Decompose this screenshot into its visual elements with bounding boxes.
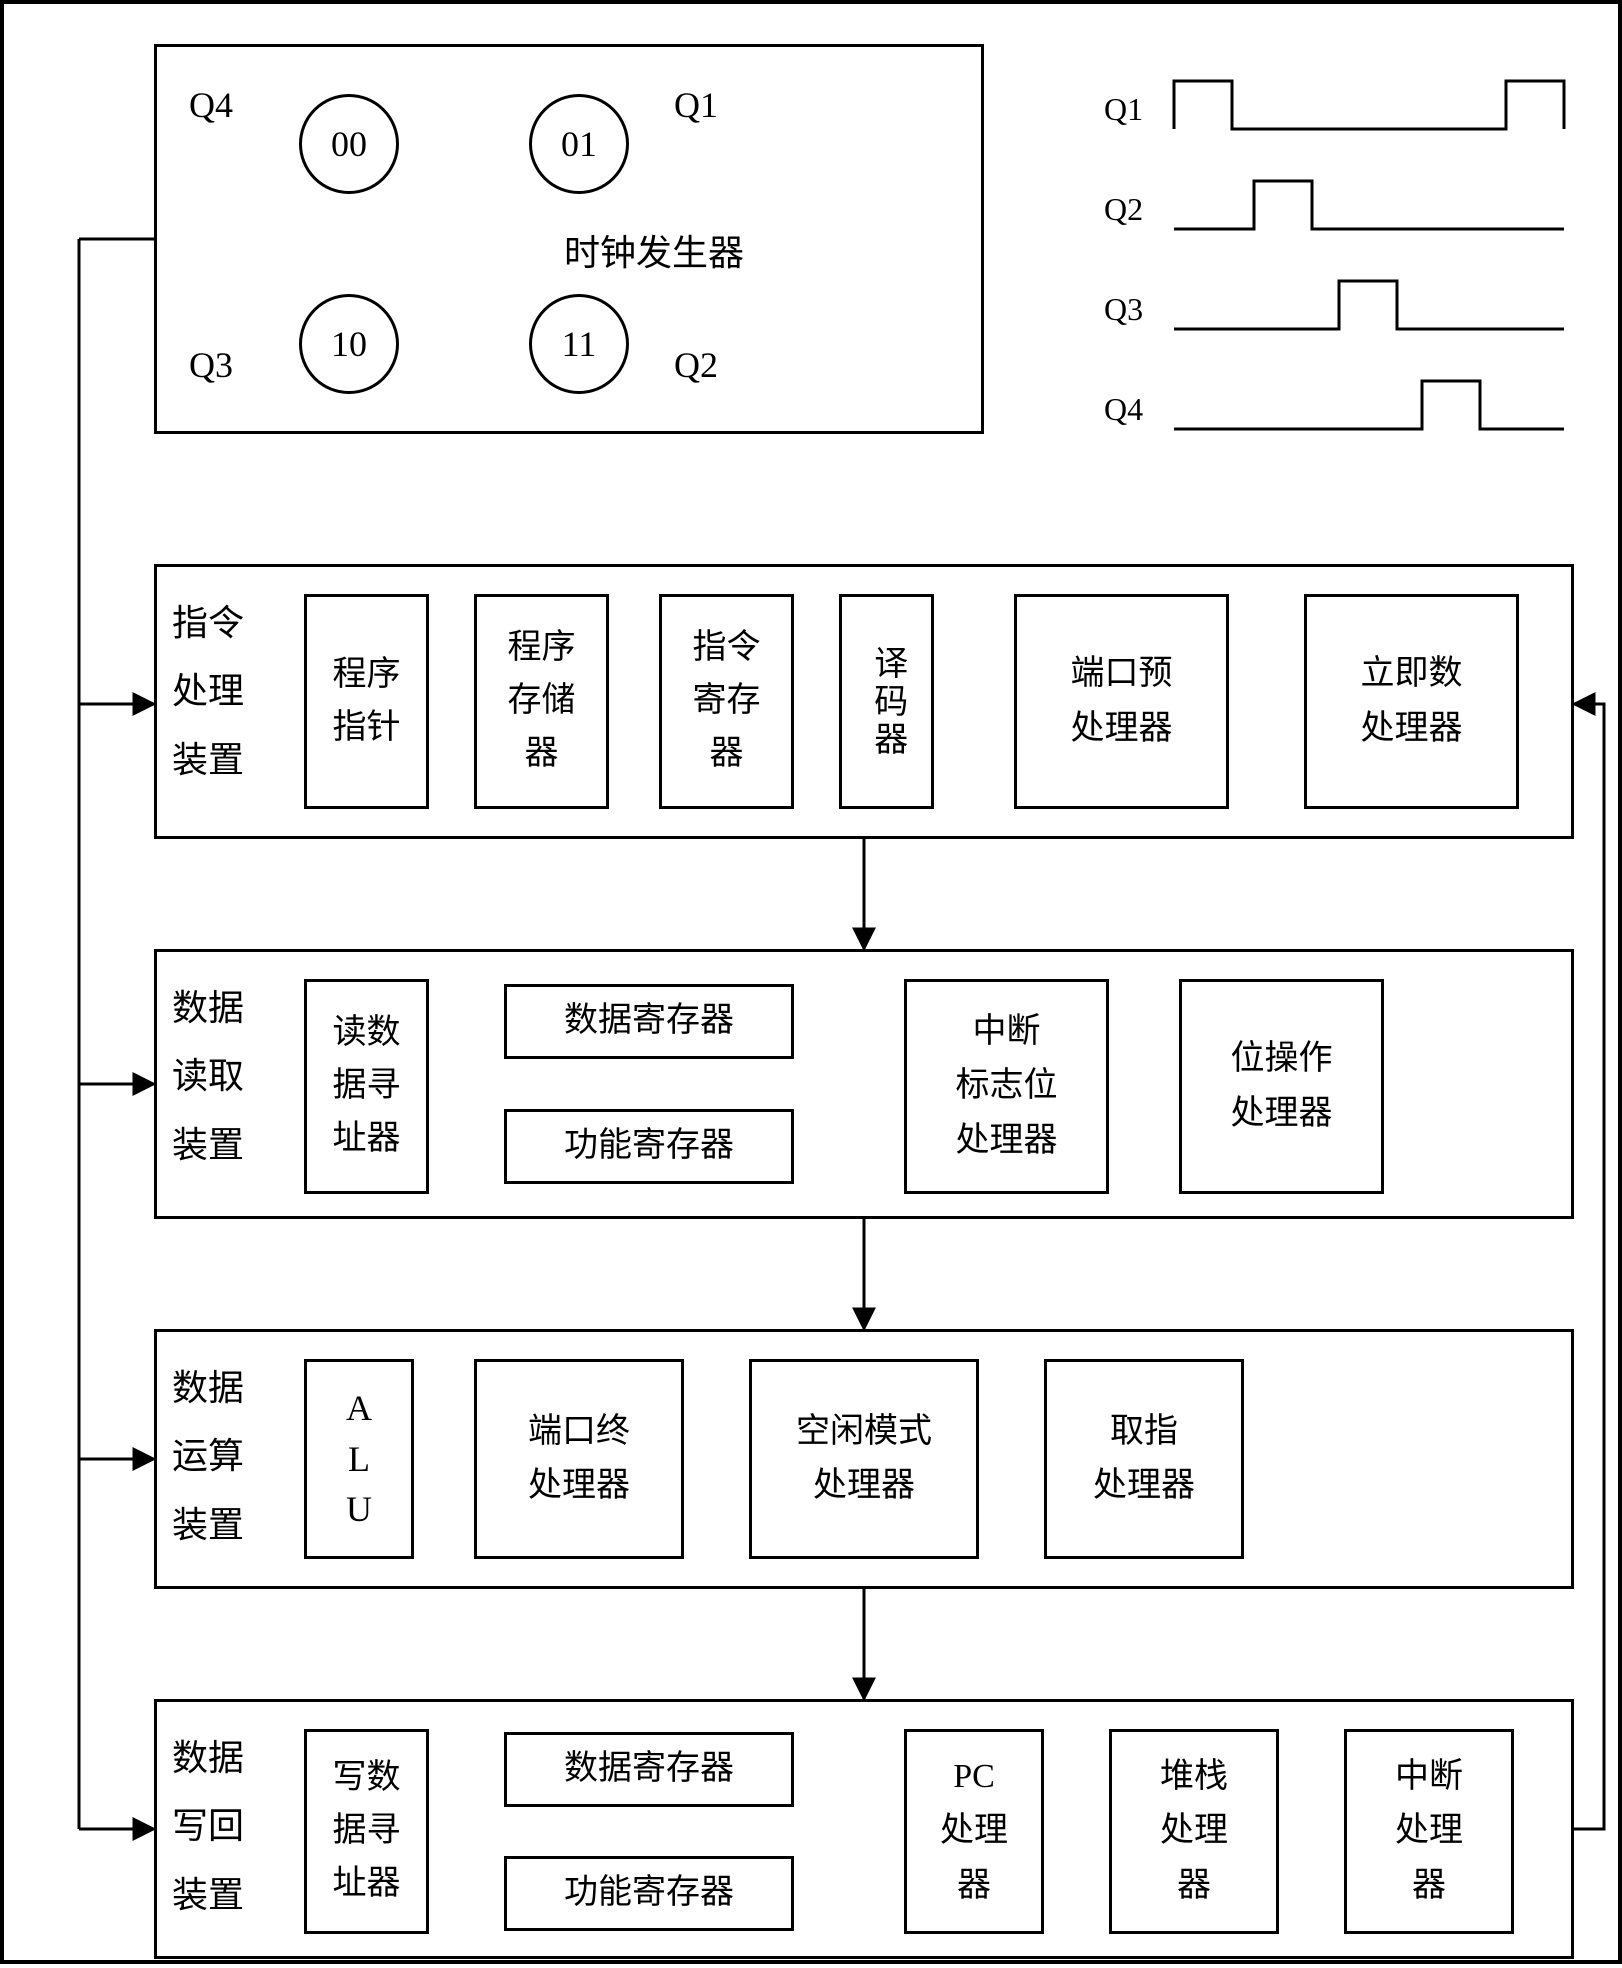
stage1-title: 指令处理装置 [172, 589, 282, 794]
b2a: 读数据寻址器 [304, 979, 429, 1194]
b1b: 程序存储器 [474, 594, 609, 809]
b3a: ALU [304, 1359, 414, 1559]
state-01: 01 [529, 94, 629, 194]
state-00: 00 [299, 94, 399, 194]
b1d: 译码器 [839, 594, 934, 809]
timing-label-Q3: Q3 [1104, 291, 1143, 328]
state-corner-Q2: Q2 [674, 344, 718, 386]
b1c: 指令寄存器 [659, 594, 794, 809]
b3c: 空闲模式处理器 [749, 1359, 979, 1559]
state-corner-Q4: Q4 [189, 84, 233, 126]
b2c: 功能寄存器 [504, 1109, 794, 1184]
b1a: 程序指针 [304, 594, 429, 809]
diagram-canvas: 时钟发生器 00 Q4 01 Q1 11 Q2 10 Q3 Q1 Q2 Q3 Q4 指令处理装置程序指针程… [0, 0, 1622, 1964]
timing-label-Q4: Q4 [1104, 391, 1143, 428]
b3d: 取指处理器 [1044, 1359, 1244, 1559]
b4a: 写数据寻址器 [304, 1729, 429, 1934]
state-11: 11 [529, 294, 629, 394]
b4c: 功能寄存器 [504, 1856, 794, 1931]
b2e: 位操作处理器 [1179, 979, 1384, 1194]
b1e: 端口预处理器 [1014, 594, 1229, 809]
b4d: PC处理器 [904, 1729, 1044, 1934]
b4f: 中断处理器 [1344, 1729, 1514, 1934]
stage3-title: 数据运算装置 [172, 1354, 282, 1559]
b4e: 堆栈处理器 [1109, 1729, 1279, 1934]
b4b: 数据寄存器 [504, 1732, 794, 1807]
stage4-title: 数据写回装置 [172, 1724, 282, 1929]
b3b: 端口终处理器 [474, 1359, 684, 1559]
b2b: 数据寄存器 [504, 984, 794, 1059]
state-10: 10 [299, 294, 399, 394]
b2d: 中断标志位处理器 [904, 979, 1109, 1194]
state-corner-Q3: Q3 [189, 344, 233, 386]
b1f: 立即数处理器 [1304, 594, 1519, 809]
state-corner-Q1: Q1 [674, 84, 718, 126]
clock-generator-title: 时钟发生器 [564, 224, 744, 276]
timing-label-Q1: Q1 [1104, 91, 1143, 128]
timing-label-Q2: Q2 [1104, 191, 1143, 228]
stage2-title: 数据读取装置 [172, 974, 282, 1179]
